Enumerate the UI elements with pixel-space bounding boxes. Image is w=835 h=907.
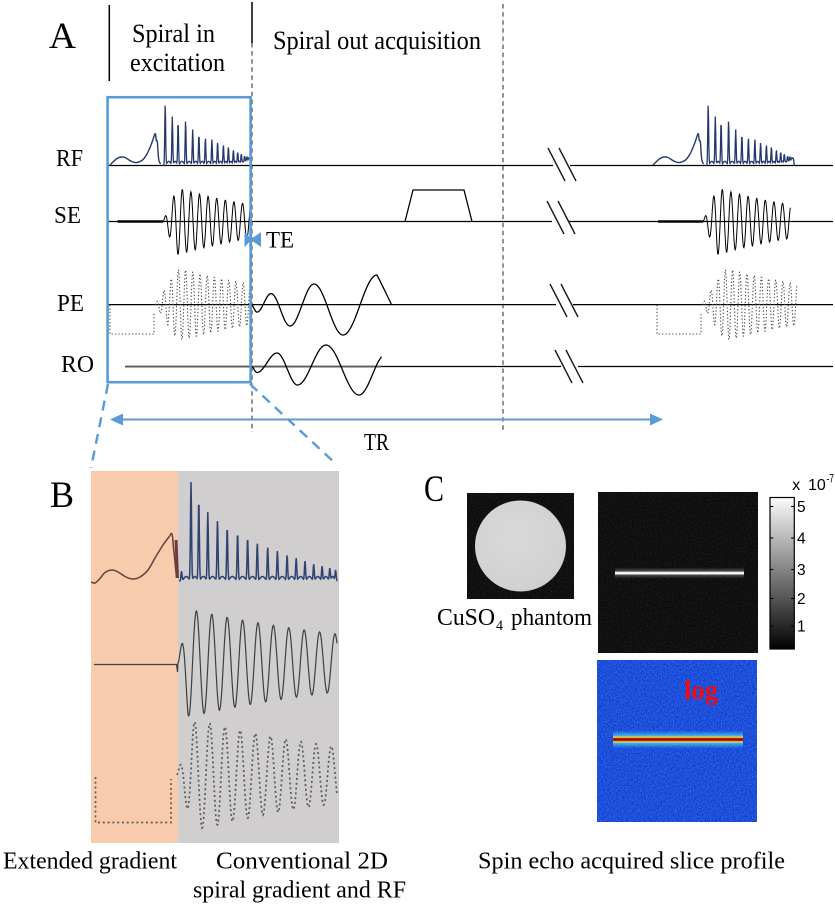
svg-text:Extended gradient: Extended gradient <box>3 848 177 874</box>
svg-text:4: 4 <box>797 531 806 548</box>
svg-text:PE: PE <box>57 291 84 317</box>
svg-text:C: C <box>424 469 444 510</box>
svg-text:Spiral out acquisition: Spiral out acquisition <box>273 26 481 55</box>
svg-text:RO: RO <box>61 352 94 378</box>
svg-text:3: 3 <box>797 562 806 579</box>
svg-text:B: B <box>50 475 74 516</box>
svg-text:A: A <box>49 16 76 57</box>
svg-text:log: log <box>684 675 718 705</box>
svg-text:10: 10 <box>808 477 826 494</box>
svg-text:Conventional 2D: Conventional 2D <box>216 848 388 874</box>
svg-text:SE: SE <box>54 203 81 229</box>
svg-text:spiral gradient and RF: spiral gradient and RF <box>193 878 406 904</box>
svg-text:phantom: phantom <box>511 605 592 631</box>
svg-text:Spin echo acquired slice profi: Spin echo acquired slice profile <box>478 848 785 874</box>
svg-text:-7: -7 <box>827 472 835 486</box>
svg-text:RF: RF <box>56 146 83 172</box>
svg-text:5: 5 <box>797 499 806 516</box>
svg-text:2: 2 <box>797 591 806 608</box>
svg-text:TE: TE <box>266 227 294 252</box>
svg-text:Spiral in: Spiral in <box>132 19 215 48</box>
svg-text:TR: TR <box>364 430 389 456</box>
svg-text:1: 1 <box>797 619 806 636</box>
svg-text:4: 4 <box>496 618 503 634</box>
svg-text:x: x <box>792 477 800 494</box>
svg-text:excitation: excitation <box>130 48 225 77</box>
svg-text:CuSO: CuSO <box>437 605 495 631</box>
